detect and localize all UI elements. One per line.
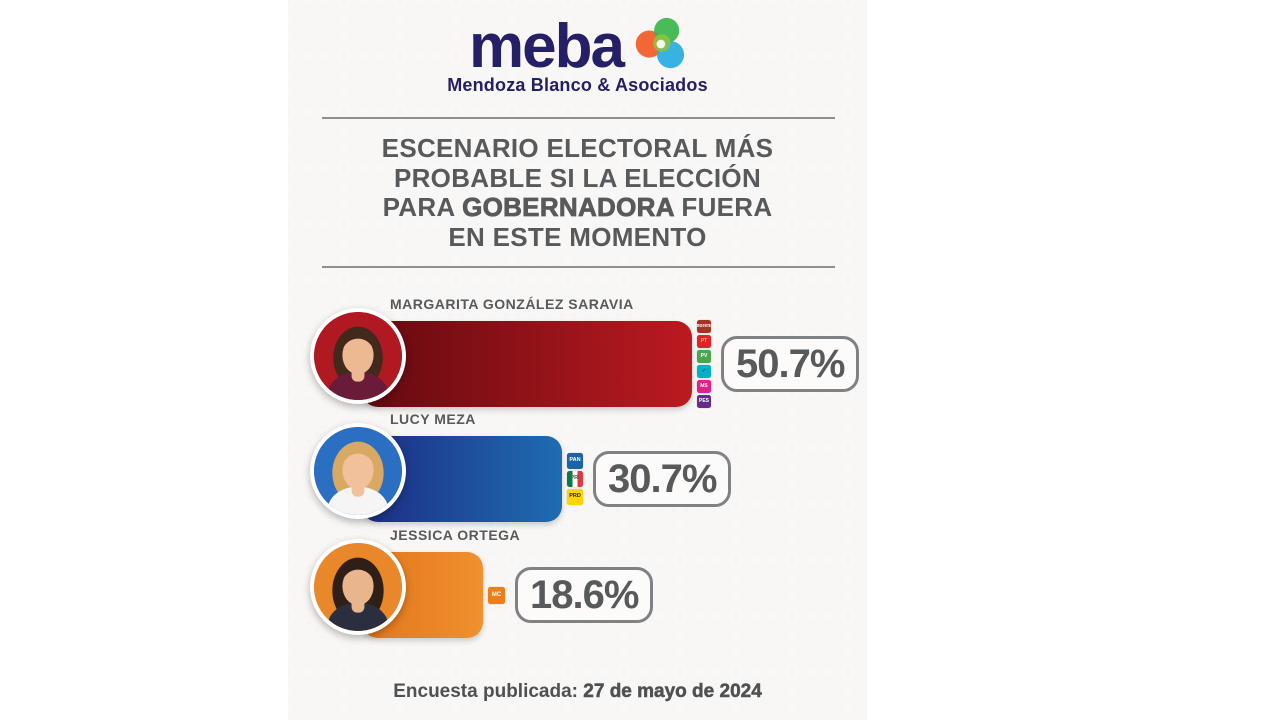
- candidate-name: MARGARITA GONZÁLEZ SARAVIA: [390, 296, 634, 312]
- mc-party-icon: MC: [488, 586, 505, 604]
- pes-party-icon: PES: [697, 395, 711, 408]
- title-highlight: GOBERNADORA: [462, 192, 674, 222]
- candidate-row: JESSICA ORTEGA MC 18.6%: [288, 527, 867, 638]
- pvem-party-icon: PV: [697, 350, 711, 363]
- candidate-row: MARGARITA GONZÁLEZ SARAVIA morena PT PV ✓ MS…: [288, 296, 867, 408]
- publication-date: 27 de mayo de 2024: [583, 681, 762, 703]
- pt-party-icon: PT: [697, 335, 711, 348]
- candidate-row: LUCY MEZA PAN PRI PRD 30.7%: [288, 411, 867, 522]
- nueva-alianza-party-icon: ✓: [697, 365, 711, 378]
- percentage-badge: 30.7%: [593, 451, 732, 507]
- pri-party-icon: PRI: [567, 471, 583, 487]
- candidate-name: LUCY MEZA: [390, 411, 476, 427]
- logo-block: meba Mendoza Blanco & Asociados: [288, 16, 867, 96]
- mas-party-icon: MS: [697, 380, 711, 393]
- percentage-badge: 50.7%: [721, 336, 860, 392]
- party-list: MC: [488, 586, 505, 604]
- party-list: PAN PRI PRD: [567, 453, 583, 505]
- party-list: morena PT PV ✓ MS PES: [697, 320, 711, 408]
- morena-party-icon: morena: [697, 320, 711, 333]
- pan-party-icon: PAN: [567, 453, 583, 469]
- logo-subtitle: Mendoza Blanco & Asociados: [447, 75, 708, 95]
- divider-top: [322, 117, 835, 119]
- publication-label: Encuesta publicada:: [393, 681, 578, 702]
- infographic-panel: meba Mendoza Blanco & Asociados ESCENARI…: [288, 0, 867, 720]
- percentage-badge: 18.6%: [515, 567, 654, 623]
- title-line-1: ESCENARIO ELECTORAL MÁS: [381, 133, 774, 163]
- page-title: ESCENARIO ELECTORAL MÁS PROBABLE SI LA E…: [288, 133, 867, 252]
- candidate-name: JESSICA ORTEGA: [390, 527, 521, 543]
- title-line-4: EN ESTE MOMENTO: [448, 221, 707, 252]
- meba-logo-wordmark: meba: [469, 12, 625, 81]
- meba-swirl-icon: [628, 16, 686, 79]
- title-line-2: PROBABLE SI LA ELECCIÓN: [393, 162, 762, 193]
- divider-bottom: [322, 266, 835, 268]
- result-bar: [362, 321, 692, 407]
- publication-note: Encuesta publicada: 27 de mayo de 2024: [288, 681, 867, 703]
- prd-party-icon: PRD: [567, 489, 583, 505]
- candidate-photo: [310, 308, 406, 404]
- candidate-photo: [310, 423, 406, 519]
- title-line-3: PARA GOBERNADORA FUERA: [382, 192, 773, 222]
- candidate-photo: [310, 539, 406, 635]
